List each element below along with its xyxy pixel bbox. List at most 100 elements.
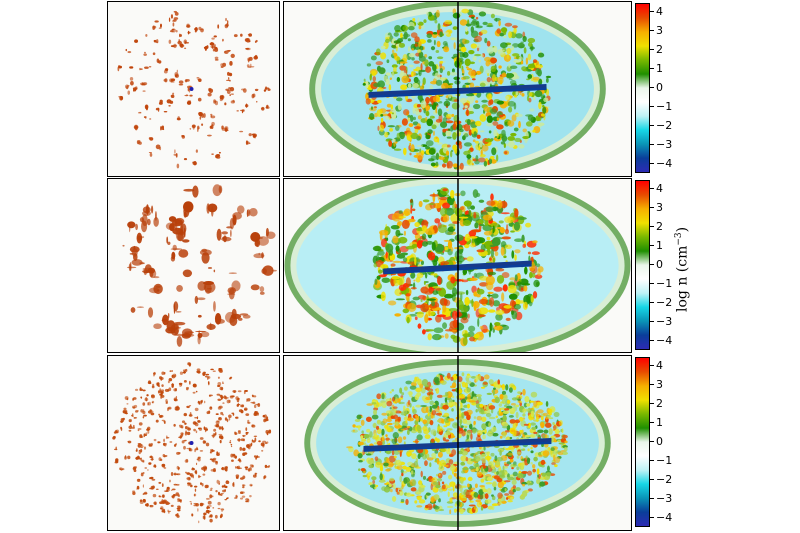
gas-blob xyxy=(479,493,484,500)
gas-blob xyxy=(461,279,469,283)
gas-blob xyxy=(432,259,438,267)
gas-blob xyxy=(484,218,489,227)
clump xyxy=(184,425,188,430)
clump xyxy=(167,380,170,384)
gas-blob xyxy=(447,491,450,498)
clump xyxy=(127,440,129,443)
clump xyxy=(249,466,252,470)
clump xyxy=(201,248,208,253)
gas-blob xyxy=(398,221,403,226)
clump xyxy=(143,53,147,56)
clump xyxy=(189,380,191,385)
gas-blob xyxy=(504,228,510,235)
gas-blob xyxy=(408,64,414,68)
gas-blob xyxy=(523,47,527,54)
clump xyxy=(162,494,165,498)
gas-blob xyxy=(525,455,528,460)
clump xyxy=(142,461,145,463)
gas-blob xyxy=(453,246,464,250)
gas-blob xyxy=(429,405,432,413)
gas-blob xyxy=(374,456,379,462)
gas-blob xyxy=(551,462,556,465)
clump xyxy=(147,307,154,318)
gas-blob xyxy=(395,421,399,426)
clump xyxy=(253,455,257,458)
gas-blob xyxy=(427,333,432,341)
clump xyxy=(235,495,238,498)
gas-blob xyxy=(422,329,426,335)
clump xyxy=(232,482,234,487)
clump xyxy=(173,423,176,427)
clump xyxy=(138,422,143,426)
gas-blob xyxy=(518,416,524,422)
gas-blob xyxy=(522,434,526,439)
gas-blob xyxy=(353,449,360,457)
clump xyxy=(214,59,219,61)
gas-blob xyxy=(431,452,437,458)
gas-blob xyxy=(466,387,472,393)
clump xyxy=(154,502,157,505)
clump xyxy=(219,97,223,102)
gas-blob xyxy=(376,440,383,446)
clump xyxy=(125,48,128,52)
gas-blob xyxy=(387,125,396,128)
gas-blob xyxy=(463,123,471,132)
gas-blob xyxy=(503,423,509,427)
gas-blob xyxy=(491,426,497,433)
gas-blob xyxy=(420,303,430,313)
clump xyxy=(171,384,174,388)
gas-blob xyxy=(388,84,392,91)
clump xyxy=(210,368,214,371)
clump xyxy=(149,409,153,412)
gas-blob xyxy=(469,465,475,470)
gas-blob xyxy=(453,225,456,230)
gas-blob xyxy=(443,46,450,53)
gas-blob xyxy=(416,491,419,495)
clump xyxy=(218,367,222,370)
gas-blob xyxy=(522,282,531,286)
gas-blob xyxy=(509,277,516,281)
gas-blob xyxy=(530,410,535,418)
gas-blob xyxy=(484,56,492,62)
clump xyxy=(169,370,172,373)
gas-blob xyxy=(485,412,492,418)
gas-blob xyxy=(403,147,407,156)
gas-blob xyxy=(532,464,536,469)
gas-blob xyxy=(465,420,472,426)
gas-blob xyxy=(439,67,443,74)
colorbar-tick-label: −3 xyxy=(649,138,673,151)
gas-blob xyxy=(416,144,424,148)
clump xyxy=(180,384,183,387)
clump xyxy=(211,37,215,40)
clump xyxy=(248,207,258,217)
gas-blob xyxy=(509,65,518,70)
gas-blob xyxy=(367,471,372,477)
gas-blob xyxy=(462,107,465,110)
gas-blob xyxy=(501,137,505,141)
gas-blob xyxy=(498,65,502,69)
gas-blob xyxy=(412,296,420,301)
gas-blob xyxy=(508,106,513,113)
gas-blob xyxy=(517,280,522,287)
clump xyxy=(219,369,223,373)
gas-blob xyxy=(429,394,433,400)
clump xyxy=(120,427,123,432)
gas-blob xyxy=(376,275,381,280)
gas-blob xyxy=(454,234,464,242)
gas-blob xyxy=(377,250,385,256)
gas-blob xyxy=(489,155,495,160)
gas-blob xyxy=(497,498,502,503)
clump xyxy=(203,281,216,293)
gas-blob xyxy=(444,19,452,25)
gas-blob xyxy=(537,52,545,58)
gas-blob xyxy=(436,142,443,145)
gas-blob xyxy=(505,260,508,263)
clump xyxy=(143,389,145,392)
clump xyxy=(208,394,211,398)
clump xyxy=(201,466,205,470)
gas-blob xyxy=(357,441,364,446)
gas-blob xyxy=(391,495,397,502)
gas-blob xyxy=(503,35,507,38)
clump xyxy=(216,420,220,423)
clump xyxy=(188,447,191,452)
